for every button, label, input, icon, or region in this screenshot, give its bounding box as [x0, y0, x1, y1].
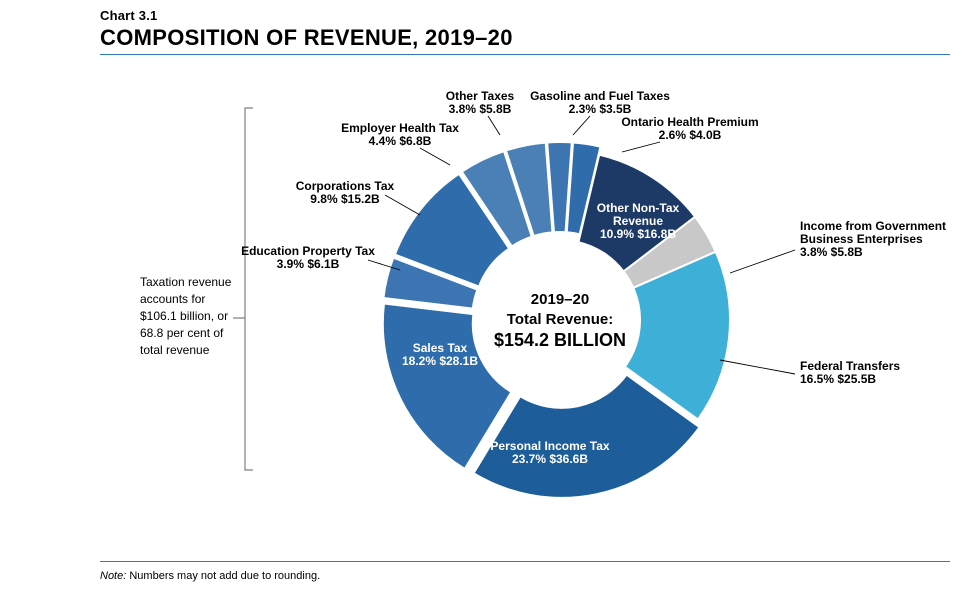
slice-label: Employer Health Tax4.4% $6.8B	[341, 121, 459, 165]
svg-text:Employer Health Tax4.4% $6.8B: Employer Health Tax4.4% $6.8B	[341, 121, 459, 148]
svg-text:Ontario Health Premium2.6% $4: Ontario Health Premium2.6% $4.0B	[621, 115, 758, 142]
slice-label: Corporations Tax9.8% $15.2B	[296, 179, 420, 215]
svg-text:Corporations Tax9.8% $15.2B: Corporations Tax9.8% $15.2B	[296, 179, 395, 206]
page: Chart 3.1 COMPOSITION OF REVENUE, 2019–2…	[0, 0, 980, 600]
slice-label: Ontario Health Premium2.6% $4.0B	[621, 115, 758, 152]
donut-chart: Other Taxes3.8% $5.8B Gasoline and Fuel T…	[100, 60, 950, 552]
center-label: 2019–20Total Revenue:$154.2 BILLION	[494, 291, 626, 350]
svg-text:Sales Tax18.2% $28.1B: Sales Tax18.2% $28.1B	[402, 341, 478, 368]
rule-bottom	[100, 561, 950, 562]
rule-top	[100, 54, 950, 55]
slice-label: Sales Tax18.2% $28.1B	[402, 341, 478, 368]
footnote-text: Numbers may not add due to rounding.	[129, 570, 320, 582]
svg-text:Federal Transfers16.5% $25.5B: Federal Transfers16.5% $25.5B	[800, 359, 900, 386]
slice-label: Education Property Tax3.9% $6.1B	[241, 244, 400, 271]
chart-header: Chart 3.1 COMPOSITION OF REVENUE, 2019–2…	[100, 8, 950, 51]
footnote-label: Note:	[100, 570, 126, 582]
svg-text:Education Property Tax3.9% $6: Education Property Tax3.9% $6.1B	[241, 244, 375, 271]
slice-label: Income from GovernmentBusiness Enterpris…	[730, 219, 946, 273]
taxation-bracket	[233, 108, 253, 470]
svg-text:Other Taxes3.8% $5.8B: Other Taxes3.8% $5.8B	[446, 89, 515, 116]
taxation-side-note: Taxation revenueaccounts for$106.1 billi…	[140, 275, 232, 357]
chart-number: Chart 3.1	[100, 8, 950, 23]
footnote: Note: Numbers may not add due to roundin…	[100, 570, 320, 582]
svg-text:Gasoline and Fuel Taxes2.3% $: Gasoline and Fuel Taxes2.3% $3.5B	[530, 89, 670, 116]
svg-text:Income from GovernmentBusiness: Income from GovernmentBusiness Enterpris…	[800, 219, 946, 259]
slice-label: Federal Transfers16.5% $25.5B	[720, 359, 900, 386]
chart-title: COMPOSITION OF REVENUE, 2019–20	[100, 25, 950, 51]
